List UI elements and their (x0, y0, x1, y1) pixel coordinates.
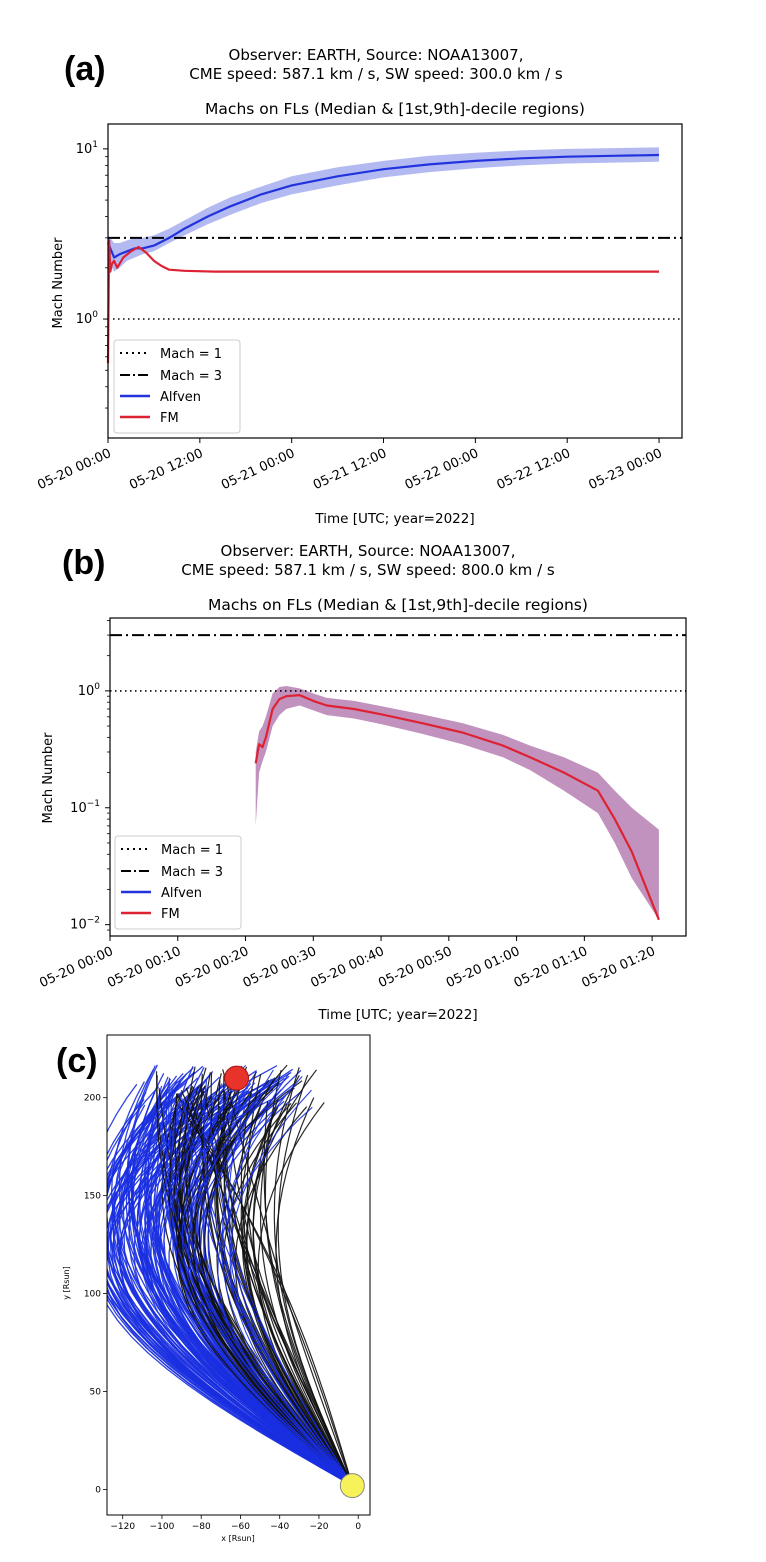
panel-a-x-tick-label: 05-20 00:00 (35, 446, 113, 493)
panel-b-bands (256, 686, 659, 920)
legend-mach3-label: Mach = 3 (161, 865, 223, 880)
panel-a-reference-lines (108, 238, 682, 319)
panel-c-y-tick-label: 50 (90, 1388, 102, 1398)
legend-mach1-label: Mach = 1 (160, 347, 222, 362)
legend-mach1-label: Mach = 1 (161, 843, 223, 858)
panel-b-header-line2: CME speed: 587.1 km / s, SW speed: 800.0… (181, 561, 555, 579)
panel-a-x-axis-label: Time [UTC; year=2022] (314, 511, 474, 527)
panel-a-x-tick-label: 05-22 12:00 (495, 446, 573, 493)
panel-c-y-ticks: 0 50 100 150 200 (84, 1094, 107, 1496)
panel-b-y-tick-label: 10−2 (70, 916, 100, 933)
panel-a-title: Machs on FLs (Median & [1st,9th]-decile … (205, 100, 585, 118)
panel-b-title: Machs on FLs (Median & [1st,9th]-decile … (208, 596, 588, 614)
legend-alfven-label: Alfven (161, 886, 202, 901)
panel-b-x-axis-label: Time [UTC; year=2022] (317, 1007, 477, 1023)
panel-b-y-tick-label: 10−1 (70, 799, 100, 816)
sun-marker (340, 1474, 364, 1498)
panel-a-header-line1: Observer: EARTH, Source: NOAA13007, (229, 46, 524, 64)
panel-a-x-tick-label: 05-20 12:00 (127, 446, 205, 493)
legend-mach3-label: Mach = 3 (160, 369, 222, 384)
panel-a-x-tick-label: 05-22 00:00 (403, 446, 481, 493)
panel-a-y-axis-label: Mach Number (51, 237, 66, 329)
figure: (a) Observer: EARTH, Source: NOAA13007, … (0, 0, 766, 1562)
panel-c-y-axis-label: y [Rsun] (62, 1266, 71, 1299)
observer-marker (225, 1066, 249, 1090)
panel-a-x-tick-label: 05-21 12:00 (311, 446, 389, 493)
legend-alfven-label: Alfven (160, 390, 201, 405)
panel-c-x-tick-label: −60 (231, 1522, 250, 1532)
panel-a: (a) Observer: EARTH, Source: NOAA13007, … (35, 46, 682, 527)
panel-b-x-tick-label: 05-20 00:40 (308, 944, 386, 991)
panel-b-x-tick-label: 05-20 00:30 (241, 944, 319, 991)
panel-a-label: (a) (64, 50, 106, 88)
panel-c-x-axis-label: x [Rsun] (221, 1534, 254, 1543)
panel-c-x-tick-label: −40 (270, 1522, 289, 1532)
panel-c-y-tick-label: 0 (95, 1486, 101, 1496)
panel-b-x-tick-label: 05-20 00:00 (37, 944, 115, 991)
panel-b: (b) Observer: EARTH, Source: NOAA13007, … (37, 542, 686, 1023)
panel-b-label: (b) (62, 544, 105, 582)
panel-a-alfven-band (108, 147, 659, 271)
panel-c-x-tick-label: −20 (309, 1522, 328, 1532)
panel-b-x-tick-label: 05-20 01:00 (444, 944, 522, 991)
panel-c-field-lines (89, 1065, 353, 1486)
panel-b-legend: Mach = 1 Mach = 3 Alfven FM (115, 836, 241, 929)
panel-c-y-tick-label: 150 (84, 1192, 101, 1202)
panel-a-x-tick-label: 05-21 00:00 (219, 446, 297, 493)
panel-a-bands (108, 147, 659, 271)
panel-c-label: (c) (56, 1042, 98, 1080)
panel-b-fm-band (256, 686, 659, 920)
panel-b-y-ticks: 10−2 10−1 100 (70, 620, 110, 932)
panel-b-reference-lines (110, 635, 686, 691)
panel-c-x-tick-label: −100 (150, 1522, 175, 1532)
panel-c-y-tick-label: 200 (84, 1094, 101, 1104)
panel-a-y-ticks: 100 101 (76, 140, 108, 408)
panel-a-y-tick-label: 100 (76, 310, 99, 327)
panel-b-x-tick-label: 05-20 00:20 (173, 944, 251, 991)
panel-b-y-tick-label: 100 (78, 682, 101, 699)
panel-c-x-ticks: −120 −100 −80 −60 −40 −20 0 (110, 1515, 361, 1532)
panel-a-series-lines (108, 155, 659, 363)
panel-c: (c) 0 50 100 150 200 −120 −100 −80 −60 −40 −20 0 y… (56, 1035, 370, 1543)
panel-a-x-tick-label: 05-23 00:00 (586, 446, 664, 493)
panel-a-x-ticks: 05-20 00:00 05-20 12:00 05-21 00:00 05-21 1… (35, 438, 664, 493)
panel-c-x-tick-label: 0 (355, 1522, 361, 1532)
panel-b-x-tick-label: 05-20 00:50 (376, 944, 454, 991)
panel-b-x-tick-label: 05-20 01:20 (580, 944, 658, 991)
panel-b-x-tick-label: 05-20 00:10 (105, 944, 183, 991)
panel-a-legend: Mach = 1 Mach = 3 Alfven FM (114, 340, 240, 433)
panel-c-y-tick-label: 100 (84, 1290, 101, 1300)
panel-a-header-line2: CME speed: 587.1 km / s, SW speed: 300.0… (189, 65, 563, 83)
panel-c-x-tick-label: −80 (192, 1522, 211, 1532)
panel-c-x-tick-label: −120 (110, 1522, 135, 1532)
legend-fm-label: FM (161, 907, 180, 922)
panel-b-y-axis-label: Mach Number (41, 732, 56, 824)
panel-b-header-line1: Observer: EARTH, Source: NOAA13007, (221, 542, 516, 560)
panel-b-x-tick-label: 05-20 01:10 (512, 944, 590, 991)
legend-fm-label: FM (160, 411, 179, 426)
panel-a-y-tick-label: 101 (76, 140, 98, 157)
